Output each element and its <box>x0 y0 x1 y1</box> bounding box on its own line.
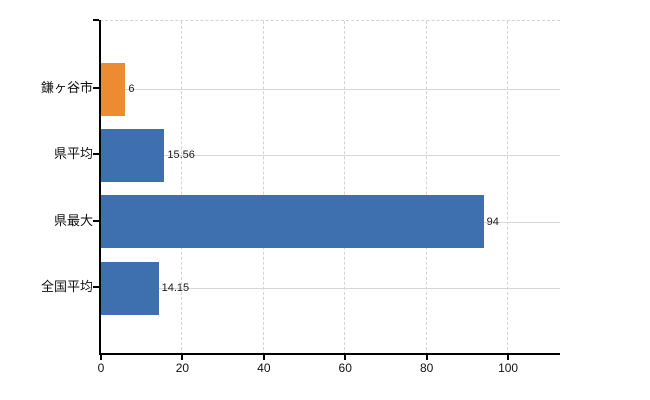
bar-value-label: 15.56 <box>167 149 195 162</box>
gridline-vertical <box>262 21 264 355</box>
x-tick-label: 20 <box>175 361 190 375</box>
category-label: 鎌ヶ谷市 <box>40 80 93 95</box>
gridline-horizontal <box>100 89 560 90</box>
gridline-horizontal <box>100 155 560 157</box>
x-tick-label: 60 <box>338 361 352 375</box>
y-axis-tick <box>93 87 99 89</box>
bar-series <box>101 128 165 182</box>
y-axis-line <box>99 20 101 355</box>
x-tick-label: 80 <box>419 361 434 375</box>
x-tick-label: 100 <box>498 361 519 375</box>
y-axis-tick <box>93 219 99 222</box>
x-axis-tick <box>262 355 265 360</box>
x-axis-tick <box>181 355 184 360</box>
gridline-horizontal <box>100 288 560 290</box>
x-tick-label: 40 <box>257 361 271 375</box>
x-axis-tick <box>425 355 428 360</box>
gridline-vertical <box>344 21 346 355</box>
category-label: 県平均 <box>53 146 93 162</box>
x-axis-tick <box>100 355 102 360</box>
bar-series <box>101 195 484 249</box>
gridline-vertical <box>181 21 183 355</box>
plot-area: 6 15.56 94 14.15 <box>100 20 560 355</box>
x-tick-label: 0 <box>97 361 105 375</box>
bar-highlight <box>101 62 126 116</box>
category-label: 全国平均 <box>40 279 93 295</box>
x-axis-tick <box>507 355 510 360</box>
bar-value-label: 94 <box>486 215 499 228</box>
y-axis-top-tick <box>93 19 99 21</box>
gridline-vertical <box>507 21 509 355</box>
x-axis-tick <box>344 355 347 360</box>
gridline-vertical <box>425 21 427 355</box>
bar-value-label: 14.15 <box>161 282 190 295</box>
bar-value-label: 6 <box>128 83 135 95</box>
x-axis-line <box>99 353 560 355</box>
bar-series <box>101 261 159 315</box>
y-axis-tick <box>93 153 99 156</box>
y-axis-tick <box>93 286 99 289</box>
category-label: 県最大 <box>53 212 93 228</box>
